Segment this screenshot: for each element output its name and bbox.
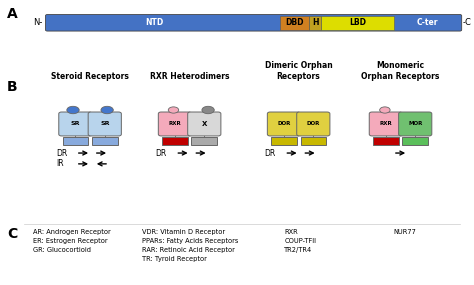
FancyBboxPatch shape <box>59 112 92 136</box>
Bar <box>321 16 394 30</box>
Text: DR: DR <box>264 148 276 158</box>
Text: RXR: RXR <box>169 121 181 127</box>
Text: SR: SR <box>71 121 80 127</box>
Text: AR: Androgen Receptor
ER: Estrogen Receptor
GR: Glucocortioid: AR: Androgen Receptor ER: Estrogen Recep… <box>33 229 111 253</box>
Text: SR: SR <box>100 121 109 127</box>
Bar <box>373 137 399 145</box>
Text: X: X <box>201 121 207 127</box>
FancyBboxPatch shape <box>46 15 462 31</box>
Bar <box>281 16 309 30</box>
Bar <box>162 137 188 145</box>
Circle shape <box>380 107 390 113</box>
Bar <box>92 137 118 145</box>
Bar <box>271 137 297 145</box>
Text: Steroid Receptors: Steroid Receptors <box>51 72 129 81</box>
Circle shape <box>168 107 179 113</box>
Text: H: H <box>312 18 318 27</box>
Text: C: C <box>7 227 18 241</box>
Text: N-: N- <box>33 18 43 27</box>
FancyBboxPatch shape <box>399 112 432 136</box>
Text: DBD: DBD <box>285 18 304 27</box>
Text: NUR77: NUR77 <box>393 229 416 235</box>
Text: IR: IR <box>56 159 64 168</box>
Text: Monomeric
Orphan Receptors: Monomeric Orphan Receptors <box>361 61 440 81</box>
FancyBboxPatch shape <box>267 112 301 136</box>
Text: DR: DR <box>155 148 167 158</box>
FancyBboxPatch shape <box>297 112 330 136</box>
Circle shape <box>101 106 113 114</box>
Text: LBD: LBD <box>349 18 366 27</box>
FancyBboxPatch shape <box>88 112 121 136</box>
Text: C-ter: C-ter <box>416 18 438 27</box>
Text: RXR Heterodimers: RXR Heterodimers <box>150 72 229 81</box>
FancyBboxPatch shape <box>158 112 191 136</box>
FancyBboxPatch shape <box>369 112 402 136</box>
Text: Dimeric Orphan
Receptors: Dimeric Orphan Receptors <box>265 61 332 81</box>
FancyBboxPatch shape <box>188 112 221 136</box>
Text: DOR: DOR <box>277 121 291 127</box>
Text: RXR
COUP-TFII
TR2/TR4: RXR COUP-TFII TR2/TR4 <box>284 229 317 253</box>
Circle shape <box>67 106 79 114</box>
Bar <box>301 137 326 145</box>
Bar <box>402 137 428 145</box>
Text: B: B <box>7 80 18 94</box>
Text: DR: DR <box>56 148 67 158</box>
Text: A: A <box>7 7 18 21</box>
Text: RXR: RXR <box>380 121 392 127</box>
Text: NTD: NTD <box>146 18 164 27</box>
Circle shape <box>202 106 214 114</box>
Bar <box>309 16 321 30</box>
Text: DOR: DOR <box>307 121 320 127</box>
Text: VDR: Vitamin D Receptor
PPARs: Fatty Acids Receptors
RAR: Retinoic Acid Receptor: VDR: Vitamin D Receptor PPARs: Fatty Aci… <box>142 229 238 262</box>
Text: MOR: MOR <box>408 121 422 127</box>
Bar <box>63 137 88 145</box>
Text: -C: -C <box>462 18 471 27</box>
Bar <box>191 137 217 145</box>
